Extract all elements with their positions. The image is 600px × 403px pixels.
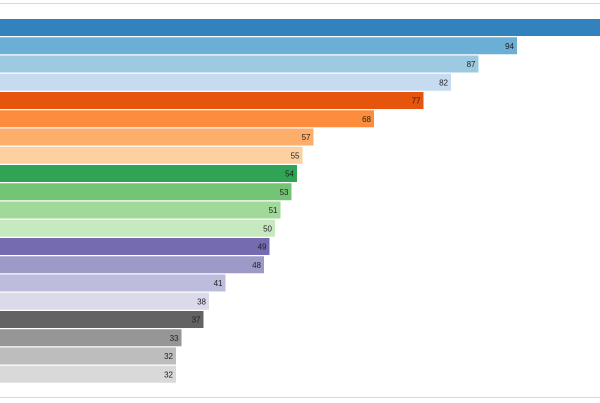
bar-value-label-19: 32 xyxy=(164,352,173,361)
bar-value-label-17: 37 xyxy=(192,316,201,325)
bar-18 xyxy=(0,329,182,347)
bar-16 xyxy=(0,292,209,310)
bar-13 xyxy=(0,238,270,255)
bar-value-label-11: 51 xyxy=(269,206,278,215)
bar-value-label-8: 55 xyxy=(291,151,300,160)
bar-value-label-3: 87 xyxy=(467,60,476,69)
bar-1 xyxy=(0,19,600,36)
bar-value-label-10: 53 xyxy=(280,188,289,197)
bar-value-label-13: 49 xyxy=(258,243,267,252)
bar-12 xyxy=(0,219,275,237)
bar-value-label-14: 48 xyxy=(252,261,261,270)
bar-8 xyxy=(0,146,303,164)
bar-20 xyxy=(0,365,176,383)
bar-17 xyxy=(0,311,204,328)
bar-value-label-4: 82 xyxy=(439,78,448,87)
bar-19 xyxy=(0,347,176,365)
bar-value-label-12: 50 xyxy=(263,224,272,233)
bottom-divider xyxy=(0,397,600,398)
bar-3 xyxy=(0,55,479,73)
bar-value-label-9: 54 xyxy=(285,170,294,179)
bar-value-label-5: 77 xyxy=(412,97,421,106)
bar-14 xyxy=(0,256,264,274)
bar-10 xyxy=(0,183,292,201)
bar-value-label-20: 32 xyxy=(164,370,173,379)
bar-7 xyxy=(0,128,314,146)
bar-5 xyxy=(0,92,424,109)
bar-4 xyxy=(0,73,451,91)
bar-value-label-16: 38 xyxy=(197,297,206,306)
bar-6 xyxy=(0,110,374,128)
bar-value-label-6: 68 xyxy=(362,115,371,124)
bar-11 xyxy=(0,201,281,219)
bar-value-label-18: 33 xyxy=(170,334,179,343)
bar-2 xyxy=(0,37,517,55)
bar-value-label-7: 57 xyxy=(302,133,311,142)
bar-15 xyxy=(0,274,226,292)
bar-9 xyxy=(0,165,297,182)
bar-value-label-2: 94 xyxy=(505,42,514,51)
top-divider xyxy=(0,3,600,4)
bar-value-label-15: 41 xyxy=(214,279,223,288)
